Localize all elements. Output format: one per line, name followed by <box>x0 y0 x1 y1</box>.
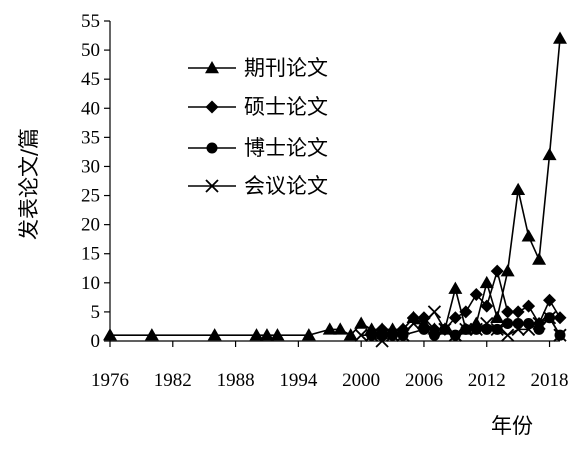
data-point <box>459 322 473 337</box>
legend-label: 硕士论文 <box>244 95 328 119</box>
y-tick-label: 55 <box>81 11 100 32</box>
data-point <box>406 316 421 331</box>
y-tick-label: 30 <box>81 156 100 177</box>
x-tick-label: 1988 <box>217 370 255 391</box>
x-tick-label: 2006 <box>405 370 443 391</box>
series-layer <box>103 31 567 348</box>
legend-item: 硕士论文 <box>188 95 328 119</box>
data-point <box>542 147 557 161</box>
x-axis-label: 年份 <box>491 414 533 438</box>
data-point <box>343 328 358 341</box>
legend-label: 博士论文 <box>244 136 328 160</box>
data-point <box>259 328 274 341</box>
y-tick-label: 40 <box>81 98 100 119</box>
data-point <box>103 328 117 341</box>
legend-item: 会议论文 <box>188 174 328 198</box>
data-point <box>532 316 546 331</box>
x-tick-label: 1976 <box>91 370 129 391</box>
data-point <box>490 264 504 278</box>
data-point <box>501 305 515 319</box>
series-1 <box>103 31 567 341</box>
data-point <box>354 328 368 342</box>
data-point <box>364 328 379 342</box>
data-point <box>511 305 525 319</box>
data-point <box>479 275 494 289</box>
data-point <box>396 328 410 342</box>
series-4 <box>354 305 567 348</box>
y-tick-label: 15 <box>81 244 100 265</box>
data-point <box>333 322 348 335</box>
data-point <box>512 318 524 330</box>
data-point <box>427 305 442 319</box>
data-point <box>385 328 400 342</box>
data-point <box>490 322 504 337</box>
data-point <box>469 287 483 301</box>
x-tick-label: 1982 <box>154 370 192 391</box>
data-point <box>553 311 567 325</box>
legend-item: 期刊论文 <box>188 56 328 80</box>
y-tick-label: 50 <box>81 40 100 61</box>
data-point <box>490 310 505 323</box>
data-point <box>448 281 463 294</box>
data-point <box>270 328 285 341</box>
y-tick-label: 10 <box>81 273 100 294</box>
series-line <box>361 310 561 342</box>
data-point <box>553 31 567 44</box>
legend-marker <box>205 100 219 114</box>
y-tick-label: 25 <box>81 186 100 207</box>
data-point <box>418 323 430 335</box>
data-point <box>480 299 494 313</box>
legend-label: 期刊论文 <box>244 56 328 80</box>
data-point <box>459 305 473 319</box>
data-point <box>249 328 264 341</box>
data-point <box>301 328 316 341</box>
legend-label: 会议论文 <box>244 174 328 198</box>
legend-item: 博士论文 <box>188 136 328 160</box>
data-point <box>375 334 389 348</box>
data-point <box>448 328 462 342</box>
y-tick-label: 5 <box>91 302 101 323</box>
data-point <box>532 252 547 265</box>
x-tick-label: 2018 <box>531 370 569 391</box>
data-point <box>521 322 536 337</box>
x-tick-label: 1994 <box>279 370 318 391</box>
data-point <box>428 329 440 341</box>
data-point <box>511 182 526 195</box>
data-point <box>480 316 494 331</box>
data-point <box>501 328 515 342</box>
legend-marker <box>206 142 218 154</box>
x-tick-label: 2012 <box>468 370 506 391</box>
legend-marker <box>205 179 219 193</box>
y-tick-label: 35 <box>81 127 100 148</box>
data-point <box>417 316 431 331</box>
data-point <box>522 299 536 313</box>
series-line <box>110 38 561 337</box>
y-tick-label: 20 <box>81 215 100 236</box>
y-axis-label: 发表论文/篇 <box>17 128 41 240</box>
data-point <box>511 322 525 337</box>
axes: 0 5 10 15 20 25 30 35 40 45 50 55 1976 1982 1988 1994 20… <box>81 11 569 391</box>
data-point <box>543 293 557 307</box>
data-point <box>469 322 483 337</box>
data-point <box>502 318 514 330</box>
y-tick-label: 45 <box>81 69 100 90</box>
data-point <box>354 316 369 329</box>
data-point <box>542 311 557 325</box>
y-tick-label: 0 <box>91 331 101 352</box>
legend-marker <box>205 61 219 74</box>
data-point <box>500 264 515 277</box>
data-point <box>438 322 452 337</box>
data-point <box>322 322 337 335</box>
data-point <box>448 311 462 325</box>
data-point <box>207 328 222 341</box>
data-point <box>144 328 159 341</box>
data-point <box>553 328 567 342</box>
x-tick-label: 2000 <box>342 370 380 391</box>
data-point <box>521 229 536 242</box>
